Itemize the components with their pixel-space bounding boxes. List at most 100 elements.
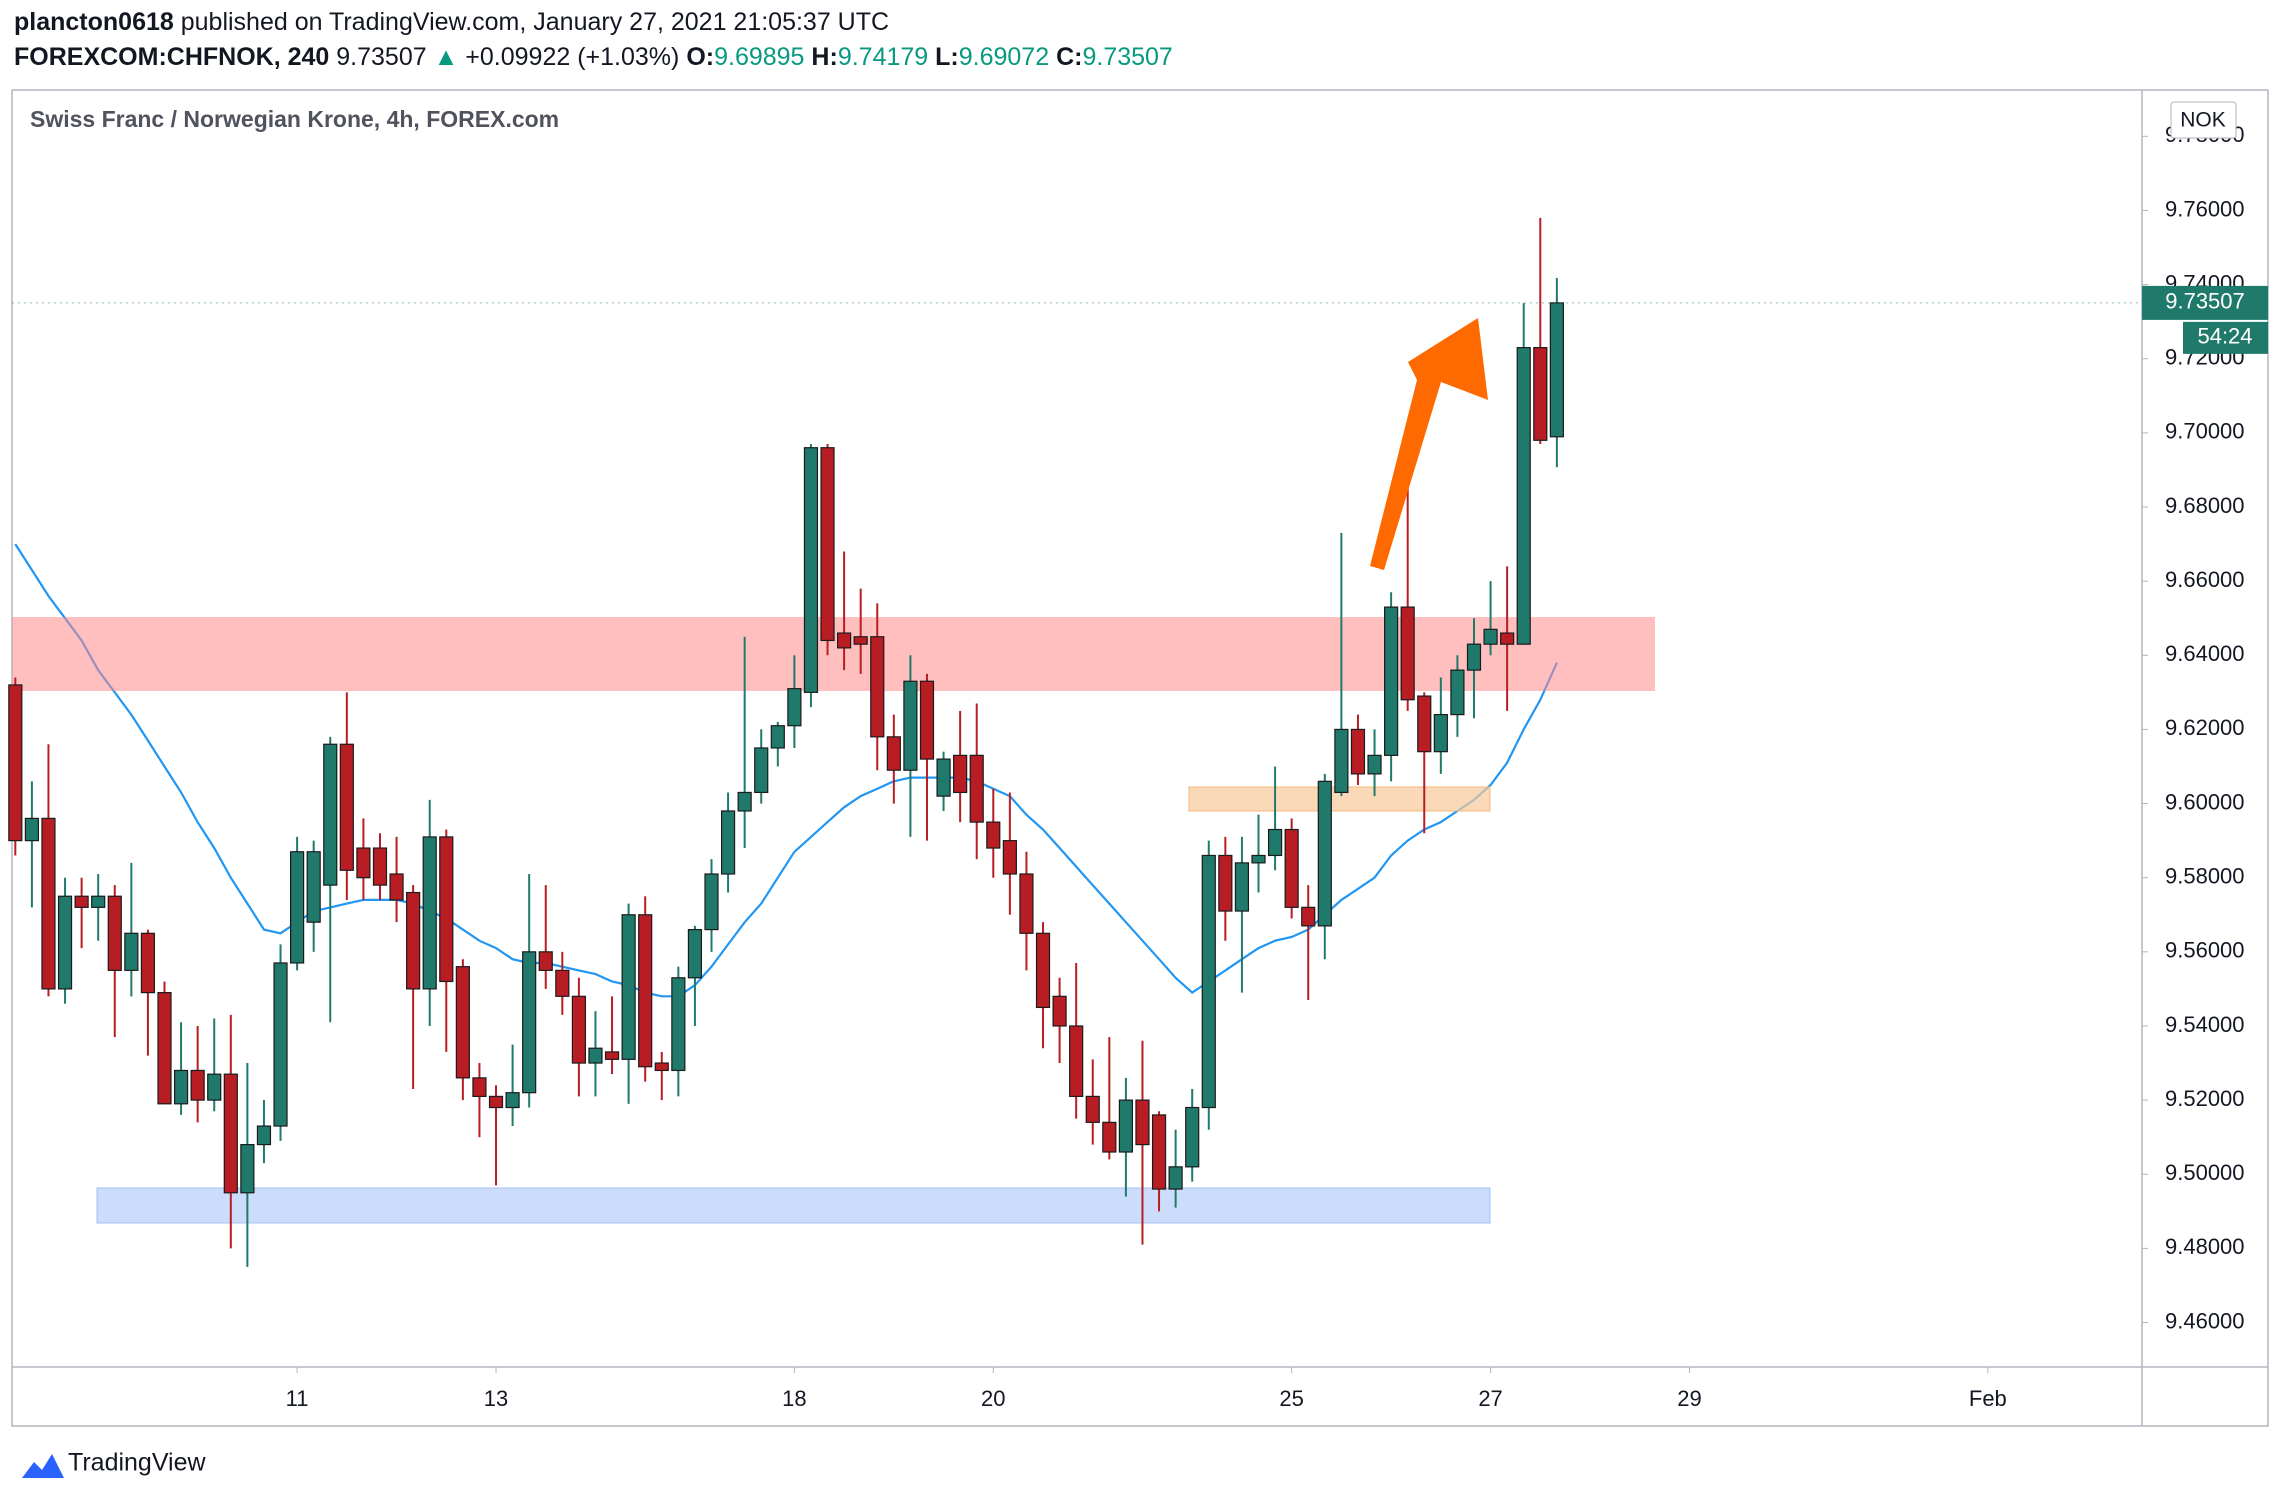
c-label: C: [1056,43,1083,71]
candle-body [1500,632,1515,645]
candle-body [919,680,935,760]
y-tick-label: 9.46000 [2165,1308,2245,1333]
y-tick-label: 9.58000 [2165,864,2245,889]
candle-body [1035,932,1051,1009]
candle-body [273,962,288,1127]
candle-body [604,1051,620,1060]
y-tick-label: 9.64000 [2165,641,2245,666]
candle-body [256,1125,272,1146]
candle-body [1334,728,1349,794]
candle-body [621,914,636,1060]
candle-body [555,969,570,997]
candle-body [290,851,305,964]
x-tick-label: 20 [981,1386,1005,1411]
candle-body [1118,1099,1133,1153]
candle-body [173,1069,189,1105]
candle-body [1251,854,1266,864]
candle-body [687,928,703,979]
c-value: 9.73507 [1082,43,1173,71]
candle-body [140,932,156,994]
candle-body [1218,854,1233,912]
candle-body [538,951,553,971]
up-arrow-annotation [1370,318,1488,570]
candle-body [389,873,404,901]
candle-body [24,817,39,842]
symbol: FOREXCOM:CHFNOK, 240 [14,43,330,71]
y-tick-label: 9.52000 [2165,1086,2245,1111]
candle-body [57,895,73,990]
candle-body [1516,347,1531,645]
y-tick-label: 9.66000 [2165,567,2245,592]
candle-body [903,680,918,771]
currency-box [2170,101,2237,139]
candle-body [803,447,819,693]
candle-body [439,836,454,983]
candle-body [1201,854,1216,1109]
candle-body [8,684,23,842]
candle-body [339,743,354,871]
candle-body [41,817,56,990]
candle-body [1168,1166,1183,1190]
candle-body [207,1073,222,1101]
candles [8,217,1564,1267]
candle-body [1433,713,1448,753]
candle-body [190,1069,205,1101]
candle-body [356,847,371,879]
chart-title: Swiss Franc / Norwegian Krone, 4h, FOREX… [30,106,559,132]
countdown-box [2183,321,2268,354]
candle-body [1234,862,1250,912]
candle-body [1019,873,1034,934]
y-tick-label: 9.68000 [2165,493,2245,518]
candle-body [720,810,736,875]
y-tick-label: 9.54000 [2165,1012,2245,1037]
tv-logo [22,1454,64,1478]
y-tick-label: 9.48000 [2165,1234,2245,1259]
candle-body [837,632,852,649]
publish-line: plancton0618 published on TradingView.co… [14,8,889,37]
x-tick-label: Feb [1969,1386,2007,1411]
last-price-box [2142,285,2268,320]
y-tick-label: 9.70000 [2165,419,2245,444]
candle-body [372,847,388,886]
candle-body [870,636,885,738]
candle-body [1102,1121,1117,1153]
candle-body [1085,1095,1100,1123]
x-tick-label: 11 [286,1386,309,1411]
candle-body [422,836,437,990]
candle-body [1533,347,1548,441]
candle-body [754,747,769,794]
candle-body [124,932,139,971]
candle-body [1267,828,1283,857]
x-tick-label: 13 [484,1386,508,1411]
candle-body [853,636,868,645]
ma-layer [14,543,1558,998]
candle-body [1466,643,1482,671]
author: plancton0618 [14,8,174,36]
candle-body [157,992,172,1105]
last-price-label: 9.73507 [2165,289,2245,314]
candle-body [1384,606,1399,756]
demand-zone [96,1187,1491,1224]
y-tick-label: 9.76000 [2165,196,2245,221]
x-tick-label: 25 [1279,1386,1303,1411]
currency: NOK [2180,109,2226,132]
x-tick-label: 29 [1677,1386,1701,1411]
candle-body [1151,1114,1167,1190]
l-label: L: [935,43,959,71]
candle-body [1367,754,1382,775]
candle-body [1185,1106,1200,1168]
candle-body [820,447,835,642]
candle-body [1400,606,1415,701]
candle-body [1317,780,1332,927]
candle-body [654,1062,669,1072]
candle-body [223,1073,238,1194]
countdown: 54:24 [2197,324,2252,349]
candle-body [886,736,901,771]
candle-body [671,977,686,1072]
candle-body [323,743,338,886]
candle-body [638,914,653,1068]
moving-average [14,543,1558,998]
candle-body [588,1047,603,1064]
l-value: 9.69072 [958,43,1050,71]
